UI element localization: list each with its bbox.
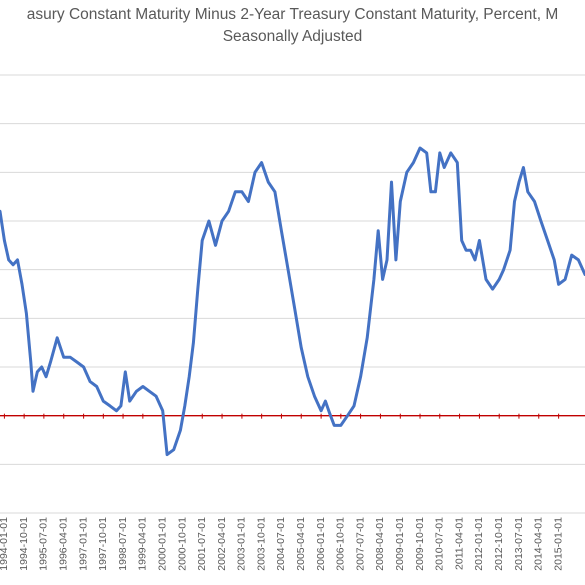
x-tick-label: 1997-01-01 (77, 517, 89, 571)
series-layer (0, 146, 585, 457)
chart-title-line-2: Seasonally Adjusted (222, 28, 363, 45)
x-tick-label: 1994-10-01 (18, 517, 30, 571)
x-tick-label: 2014-04-01 (533, 517, 545, 571)
x-tick-label: 2001-07-01 (196, 517, 208, 571)
x-tick-label: 1996-04-01 (57, 517, 69, 571)
x-tick-label: 2015-01-01 (552, 517, 564, 571)
x-tick-label: 2012-01-01 (473, 517, 485, 571)
x-tick-label: 2006-10-01 (335, 517, 347, 571)
chart-title: asury Constant Maturity Minus 2-Year Tre… (0, 4, 585, 48)
x-tick-label: 2009-01-01 (394, 517, 406, 571)
x-tick-label: 2002-04-01 (216, 517, 228, 571)
x-tick-label: 2000-10-01 (176, 517, 188, 571)
chart-title-line-1: asury Constant Maturity Minus 2-Year Tre… (26, 6, 559, 23)
x-tick-label: 1997-10-01 (97, 517, 109, 571)
x-tick-label: 2011-04-01 (453, 517, 465, 570)
x-tick-label: 2013-07-01 (513, 517, 525, 571)
gridlines (0, 74, 585, 514)
x-tick-label: 2005-04-01 (295, 517, 307, 571)
x-tick-label: 1994-01-01 (0, 517, 10, 571)
series-line (0, 146, 585, 457)
x-tick-label: 2000-01-01 (156, 517, 168, 571)
x-tick-label: 1998-07-01 (117, 517, 129, 571)
x-tick-label: 2004-07-01 (275, 517, 287, 571)
x-axis-tick-labels: 1994-01-01 1994-10-01 1995-07-01 1996-04-01… (0, 517, 564, 571)
x-tick-label: 2010-07-01 (434, 517, 446, 571)
x-tick-label: 1999-04-01 (137, 517, 149, 571)
x-tick-label: 2009-10-01 (414, 517, 426, 571)
x-tick-label: 2003-10-01 (255, 517, 267, 571)
x-tick-label: 2008-04-01 (374, 517, 386, 571)
x-tick-label: 2012-10-01 (493, 517, 505, 571)
zero-reference-line (0, 413, 585, 419)
x-tick-label: 2003-01-01 (236, 517, 248, 571)
x-tick-label: 2006-01-01 (315, 517, 327, 571)
x-tick-label: 1995-07-01 (38, 517, 50, 571)
x-tick-label: 2007-07-01 (354, 517, 366, 571)
